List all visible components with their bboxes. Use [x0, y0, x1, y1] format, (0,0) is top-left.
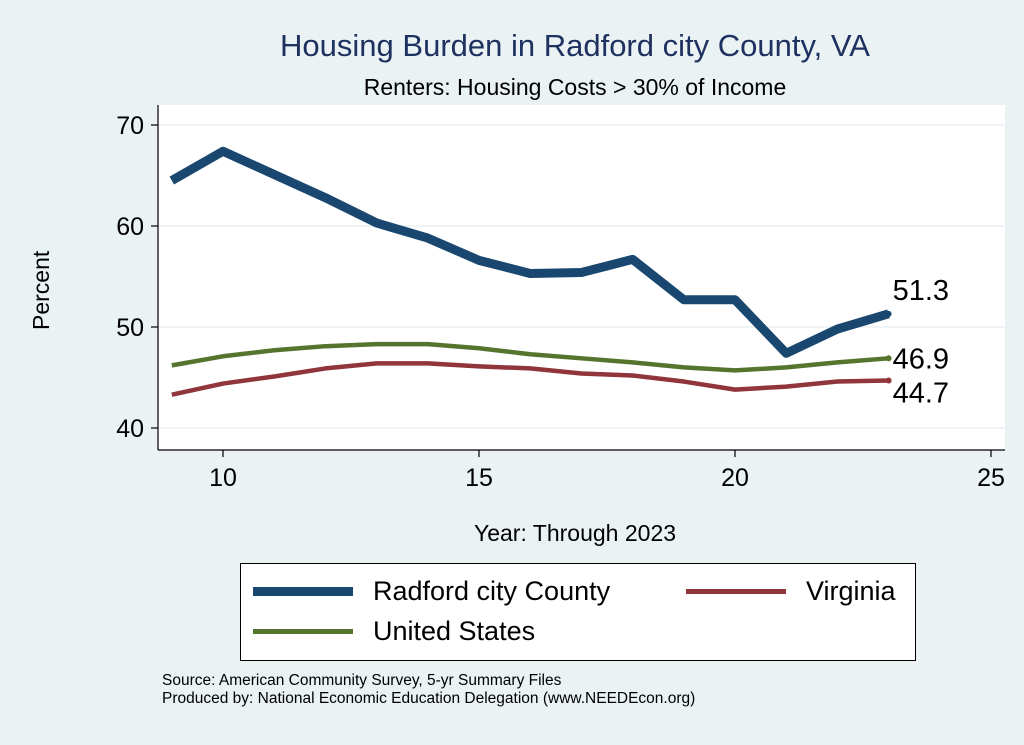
x-tick-label: 15: [465, 464, 493, 492]
y-axis-label: Percent: [28, 250, 54, 330]
produced-note: Produced by: National Economic Education…: [162, 690, 696, 707]
end-marker: [885, 355, 892, 362]
legend-swatch: [253, 629, 353, 634]
x-tick-label: 10: [209, 464, 237, 492]
legend-label: Radford city County: [373, 576, 611, 606]
legend-swatch: [686, 589, 786, 594]
x-axis-label: Year: Through 2023: [473, 520, 677, 546]
end-value-label: 46.9: [893, 343, 949, 375]
end-marker: [885, 310, 892, 317]
y-tick-label: 50: [116, 314, 144, 342]
y-tick-label: 40: [116, 415, 144, 443]
y-tick-label: 60: [116, 213, 144, 241]
y-tick-label: 70: [116, 112, 144, 140]
end-value-label: 44.7: [893, 378, 949, 410]
series-line-united-states: [171, 341, 889, 373]
legend-label: United States: [373, 616, 536, 646]
legend-label: Virginia: [806, 576, 896, 606]
chart-title: Housing Burden in Radford city County, V…: [280, 28, 870, 63]
legend-item-us: United States: [253, 616, 535, 647]
chart-subtitle: Renters: Housing Costs > 30% of Income: [363, 74, 787, 100]
x-tick-label: 25: [977, 464, 1005, 492]
legend: Radford city County Virginia United Stat…: [240, 563, 916, 661]
series-line-virginia: [171, 361, 889, 397]
end-value-label: 51.3: [893, 275, 949, 307]
legend-item-radford: Radford city County: [253, 576, 610, 607]
end-marker: [885, 377, 892, 384]
series-line-radford-city-county: [169, 146, 890, 358]
legend-swatch: [253, 587, 353, 596]
source-note: Source: American Community Survey, 5-yr …: [162, 672, 562, 689]
legend-item-virginia: Virginia: [686, 576, 896, 607]
x-tick-label: 20: [721, 464, 749, 492]
plot-background: [158, 105, 1005, 450]
